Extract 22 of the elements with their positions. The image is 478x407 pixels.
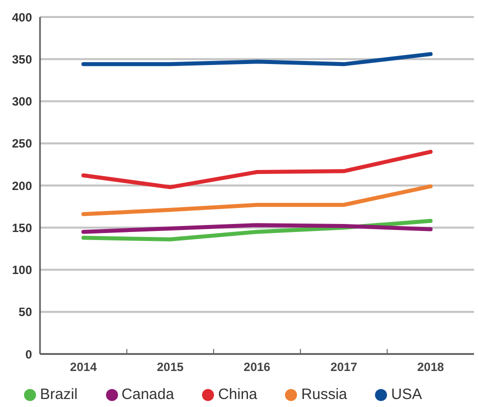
line-series	[81, 223, 433, 234]
legend-label: China	[218, 386, 258, 403]
x-tick-label: 2016	[244, 360, 271, 374]
y-tick-label: 0	[25, 347, 32, 362]
y-tick-label: 350	[12, 52, 32, 66]
y-tick-label: 250	[12, 136, 32, 151]
x-tick-label: 2018	[417, 360, 444, 374]
legend-label: USA	[391, 386, 422, 403]
y-tick-label: 50	[18, 305, 32, 320]
y-tick-label: 200	[12, 178, 32, 193]
legend-label: Brazil	[40, 386, 78, 403]
y-tick-label: 300	[12, 94, 32, 109]
y-tick-label: 150	[12, 220, 32, 235]
legend-label: Russia	[301, 386, 348, 403]
legend-label: Canada	[122, 386, 174, 403]
x-tick-label: 2015	[156, 360, 184, 374]
y-tick-label: 100	[12, 263, 32, 278]
x-tick-label: 2014	[70, 360, 98, 374]
line-series	[81, 150, 433, 190]
line-series	[81, 184, 433, 216]
y-tick-label: 400	[12, 10, 32, 24]
x-tick-label: 2017	[330, 360, 358, 374]
